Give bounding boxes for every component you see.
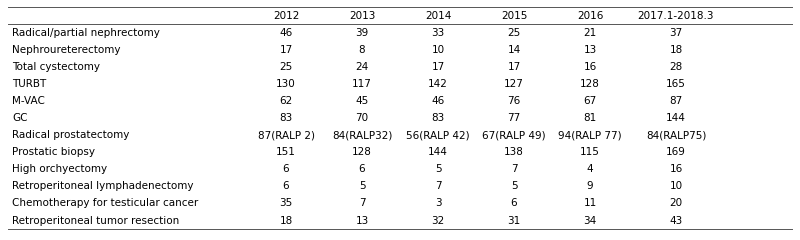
Text: 17: 17 <box>431 62 445 72</box>
Text: 2016: 2016 <box>577 11 603 21</box>
Text: 31: 31 <box>507 216 521 226</box>
Text: 6: 6 <box>282 164 290 174</box>
Text: Prostatic biopsy: Prostatic biopsy <box>12 147 95 157</box>
Text: M-VAC: M-VAC <box>12 96 45 106</box>
Text: 6: 6 <box>510 198 518 209</box>
Text: 127: 127 <box>504 79 524 89</box>
Text: Radical/partial nephrectomy: Radical/partial nephrectomy <box>12 28 160 38</box>
Text: 130: 130 <box>276 79 296 89</box>
Text: 138: 138 <box>504 147 524 157</box>
Text: 83: 83 <box>279 113 293 123</box>
Text: 24: 24 <box>355 62 369 72</box>
Text: 5: 5 <box>358 181 366 192</box>
Text: 169: 169 <box>666 147 686 157</box>
Text: 35: 35 <box>279 198 293 209</box>
Text: 3: 3 <box>434 198 442 209</box>
Text: 77: 77 <box>507 113 521 123</box>
Text: 33: 33 <box>431 28 445 38</box>
Text: 17: 17 <box>279 45 293 55</box>
Text: 115: 115 <box>580 147 600 157</box>
Text: 16: 16 <box>583 62 597 72</box>
Text: 84(RALP32): 84(RALP32) <box>332 130 392 140</box>
Text: 128: 128 <box>352 147 372 157</box>
Text: 67(RALP 49): 67(RALP 49) <box>482 130 546 140</box>
Text: 7: 7 <box>510 164 518 174</box>
Text: 21: 21 <box>583 28 597 38</box>
Text: 25: 25 <box>279 62 293 72</box>
Text: 13: 13 <box>583 45 597 55</box>
Text: 67: 67 <box>583 96 597 106</box>
Text: 10: 10 <box>431 45 445 55</box>
Text: 8: 8 <box>358 45 366 55</box>
Text: TURBT: TURBT <box>12 79 46 89</box>
Text: 5: 5 <box>434 164 442 174</box>
Text: 62: 62 <box>279 96 293 106</box>
Text: GC: GC <box>12 113 27 123</box>
Text: 45: 45 <box>355 96 369 106</box>
Text: 46: 46 <box>431 96 445 106</box>
Text: 2013: 2013 <box>349 11 375 21</box>
Text: 128: 128 <box>580 79 600 89</box>
Text: 81: 81 <box>583 113 597 123</box>
Text: 16: 16 <box>670 164 682 174</box>
Text: 6: 6 <box>282 181 290 192</box>
Text: 43: 43 <box>670 216 682 226</box>
Text: 20: 20 <box>670 198 682 209</box>
Text: 117: 117 <box>352 79 372 89</box>
Text: High orchyectomy: High orchyectomy <box>12 164 107 174</box>
Text: 2012: 2012 <box>273 11 299 21</box>
Text: Radical prostatectomy: Radical prostatectomy <box>12 130 130 140</box>
Text: 165: 165 <box>666 79 686 89</box>
Text: 37: 37 <box>670 28 682 38</box>
Text: 32: 32 <box>431 216 445 226</box>
Text: 46: 46 <box>279 28 293 38</box>
Text: 7: 7 <box>434 181 442 192</box>
Text: 2014: 2014 <box>425 11 451 21</box>
Text: 28: 28 <box>670 62 682 72</box>
Text: 70: 70 <box>355 113 369 123</box>
Text: 84(RALP75): 84(RALP75) <box>646 130 706 140</box>
Text: 142: 142 <box>428 79 448 89</box>
Text: Retroperitoneal tumor resection: Retroperitoneal tumor resection <box>12 216 179 226</box>
Text: 76: 76 <box>507 96 521 106</box>
Text: 13: 13 <box>355 216 369 226</box>
Text: 87(RALP 2): 87(RALP 2) <box>258 130 314 140</box>
Text: 7: 7 <box>358 198 366 209</box>
Text: 56(RALP 42): 56(RALP 42) <box>406 130 470 140</box>
Text: 10: 10 <box>670 181 682 192</box>
Text: Chemotherapy for testicular cancer: Chemotherapy for testicular cancer <box>12 198 198 209</box>
Text: 94(RALP 77): 94(RALP 77) <box>558 130 622 140</box>
Text: 144: 144 <box>666 113 686 123</box>
Text: 2015: 2015 <box>501 11 527 21</box>
Text: 5: 5 <box>510 181 518 192</box>
Text: 17: 17 <box>507 62 521 72</box>
Text: 34: 34 <box>583 216 597 226</box>
Text: Retroperitoneal lymphadenectomy: Retroperitoneal lymphadenectomy <box>12 181 194 192</box>
Text: 144: 144 <box>428 147 448 157</box>
Text: 14: 14 <box>507 45 521 55</box>
Text: 151: 151 <box>276 147 296 157</box>
Text: 18: 18 <box>670 45 682 55</box>
Text: 18: 18 <box>279 216 293 226</box>
Text: 25: 25 <box>507 28 521 38</box>
Text: 11: 11 <box>583 198 597 209</box>
Text: 83: 83 <box>431 113 445 123</box>
Text: 6: 6 <box>358 164 366 174</box>
Text: 87: 87 <box>670 96 682 106</box>
Text: Nephroureterectomy: Nephroureterectomy <box>12 45 121 55</box>
Text: 39: 39 <box>355 28 369 38</box>
Text: 9: 9 <box>586 181 594 192</box>
Text: 2017.1-2018.3: 2017.1-2018.3 <box>638 11 714 21</box>
Text: 4: 4 <box>586 164 594 174</box>
Text: Total cystectomy: Total cystectomy <box>12 62 100 72</box>
